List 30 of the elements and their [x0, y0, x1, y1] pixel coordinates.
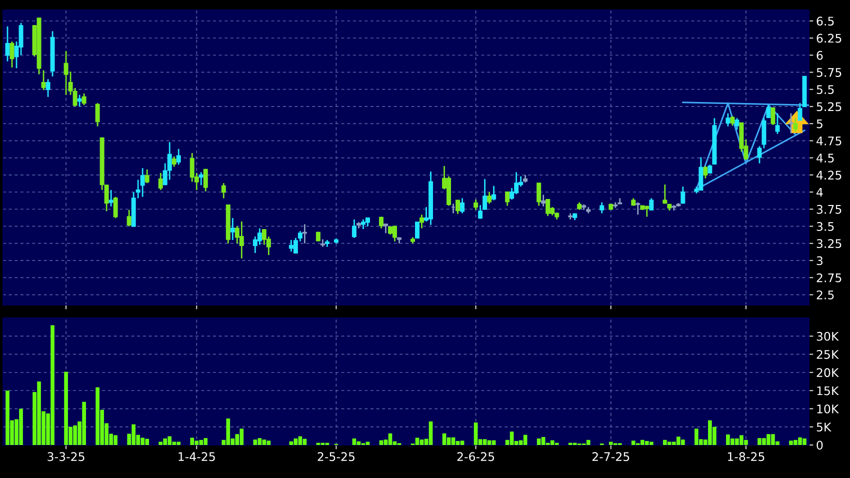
y-tick-label: 3.25: [816, 239, 842, 248]
x-tick-label: 1-4-25: [178, 452, 215, 462]
y-tick-label: 3.75: [816, 204, 842, 214]
y-tick-label: 6.25: [816, 34, 842, 43]
y-tick-label: 10K: [817, 404, 839, 414]
x-tick-label: 2-6-25: [457, 452, 494, 462]
y-tick-label: 15K: [817, 386, 839, 396]
y-tick-label: 5: [816, 120, 822, 128]
y-tick-label: 5.75: [816, 68, 842, 77]
y-tick-label: 2.75: [816, 273, 842, 282]
y-tick-label: 2.5: [816, 290, 834, 300]
x-tick-label: 2-5-25: [318, 452, 354, 462]
y-tick-label: 4.75: [816, 136, 842, 146]
y-tick-label: 4.5: [816, 154, 834, 162]
x-tick-label: 1-8-25: [728, 452, 764, 462]
y-tick-label: 4.25: [816, 170, 842, 180]
y-tick-label: 6: [816, 50, 823, 60]
y-tick-label: 3.5: [816, 222, 834, 231]
x-tick-label: 3-3-25: [48, 452, 84, 462]
y-tick-label: 6.5: [816, 16, 834, 26]
y-tick-label: 3: [816, 256, 823, 266]
y-tick-label: 20K: [816, 368, 839, 378]
y-tick-label: 5.5: [816, 85, 834, 94]
y-tick-label: 4: [816, 188, 823, 197]
y-tick-label: 0: [816, 440, 823, 450]
y-tick-label: 25K: [816, 350, 839, 359]
y-tick-label: 30K: [816, 332, 839, 341]
y-tick-label: 5.25: [816, 102, 842, 112]
x-tick-label: 2-7-25: [592, 452, 630, 462]
y-tick-label: 5K: [816, 422, 832, 432]
